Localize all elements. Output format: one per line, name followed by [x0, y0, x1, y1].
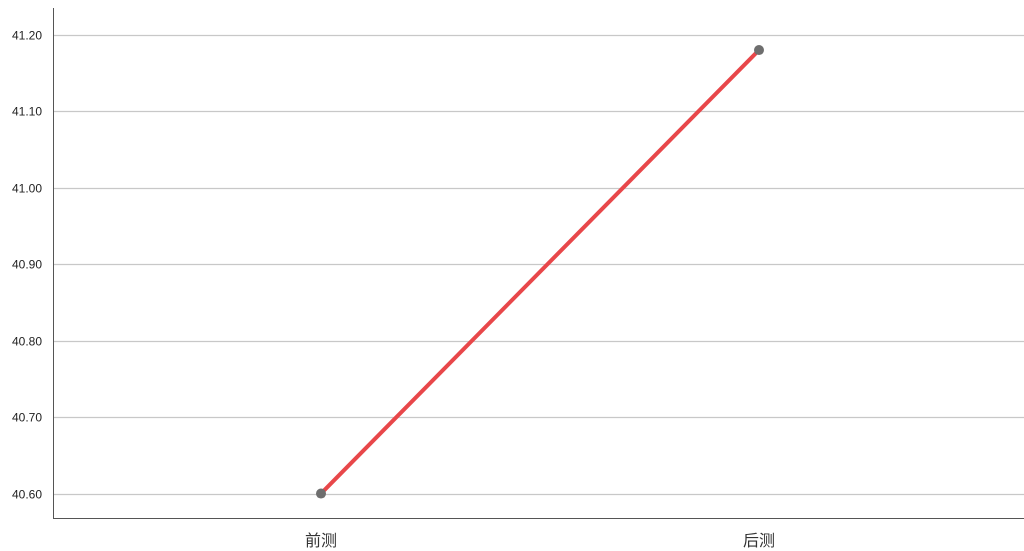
data-point: [316, 488, 326, 499]
data-point: [754, 45, 764, 56]
series-line: [319, 48, 761, 496]
y-tick-label: 40.90: [12, 258, 42, 272]
y-tick-label: 41.00: [12, 182, 42, 196]
y-tick-label: 40.60: [12, 488, 42, 502]
x-category-label: 前测: [305, 531, 337, 550]
y-tick-label: 40.70: [12, 411, 42, 425]
y-tick-label: 41.20: [12, 29, 42, 43]
y-tick-label: 41.10: [12, 105, 42, 119]
y-tick-label: 40.80: [12, 335, 42, 349]
x-category-label: 后测: [743, 531, 775, 550]
